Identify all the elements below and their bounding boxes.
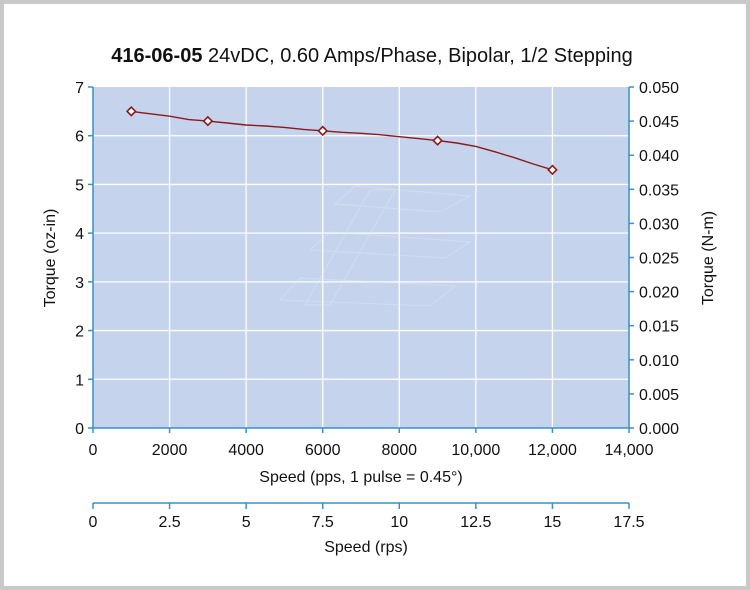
y-tick-label-left: 0 <box>75 421 84 438</box>
rps-tick-label: 7.5 <box>312 514 334 531</box>
series-group <box>125 106 558 176</box>
x-tick-label: 8000 <box>381 442 417 459</box>
rps-tick-label: 2.5 <box>158 514 180 531</box>
y-tick-label-right: 0.035 <box>639 182 679 199</box>
y-tick-label-right: 0.040 <box>639 148 679 165</box>
x-tick-label: 10,000 <box>451 442 500 459</box>
x-axis-label: Speed (pps, 1 pulse = 0.45°) <box>259 469 462 486</box>
rps-tick-label: 10 <box>390 514 408 531</box>
rps-tick-label: 0 <box>89 514 98 531</box>
y-tick-label-left: 5 <box>75 177 84 194</box>
chart-title-rest: 24vDC, 0.60 Amps/Phase, Bipolar, 1/2 Ste… <box>202 45 632 67</box>
series-line <box>131 110 553 171</box>
x-tick-label: 0 <box>89 442 98 459</box>
y-tick-label-right: 0.000 <box>639 421 679 438</box>
x-tick-label: 2000 <box>152 442 188 459</box>
data-point-marker <box>547 164 558 176</box>
y-axis-label-left: Torque (oz-in) <box>42 209 59 308</box>
axes <box>88 86 634 509</box>
watermark-shape <box>333 185 473 213</box>
data-point-marker <box>432 135 443 146</box>
x-tick-label: 14,000 <box>605 442 654 459</box>
y-tick-label-left: 3 <box>75 275 84 292</box>
rps-tick-label: 17.5 <box>613 514 644 531</box>
y-tick-label-right: 0.010 <box>639 353 679 370</box>
rps-axis-label: Speed (rps) <box>324 539 408 556</box>
y-axis-label-right: Torque (N-m) <box>700 211 717 305</box>
y-tick-label-left: 1 <box>75 372 84 389</box>
watermark-shape <box>278 277 457 307</box>
chart-title: 416-06-05 24vDC, 0.60 Amps/Phase, Bipola… <box>111 45 632 67</box>
rps-tick-label: 12.5 <box>460 514 491 531</box>
rps-tick-label: 5 <box>242 514 251 531</box>
watermark-logo <box>278 185 473 307</box>
x-tick-label: 6000 <box>305 442 341 459</box>
y-tick-label-right: 0.005 <box>639 387 679 404</box>
grid <box>93 87 629 428</box>
y-tick-label-left: 6 <box>75 129 84 146</box>
tick-labels: 0 2000 4000 6000 8000 10,000 12,000 14,000 0 1 2 3 4… <box>75 80 679 531</box>
y-tick-label-right: 0.015 <box>639 319 679 336</box>
chart-title-bold: 416-06-05 <box>111 45 202 67</box>
y-tick-label-right: 0.020 <box>639 285 679 302</box>
plot-area <box>93 87 629 428</box>
x-tick-label: 4000 <box>228 442 264 459</box>
y-tick-label-right: 0.025 <box>639 251 679 268</box>
watermark-shape <box>308 231 472 259</box>
x-tick-label: 12,000 <box>528 442 577 459</box>
y-tick-label-right: 0.045 <box>639 114 679 131</box>
y-tick-label-right: 0.030 <box>639 216 679 233</box>
y-tick-label-right: 0.050 <box>639 80 679 97</box>
rps-tick-label: 15 <box>544 514 562 531</box>
y-tick-label-left: 2 <box>75 324 84 341</box>
data-point-marker <box>202 115 214 127</box>
y-tick-label-left: 4 <box>75 226 84 243</box>
data-point-marker <box>317 125 329 137</box>
data-point-marker <box>125 106 137 117</box>
watermark-shape <box>303 189 397 306</box>
y-tick-label-left: 7 <box>75 80 84 97</box>
